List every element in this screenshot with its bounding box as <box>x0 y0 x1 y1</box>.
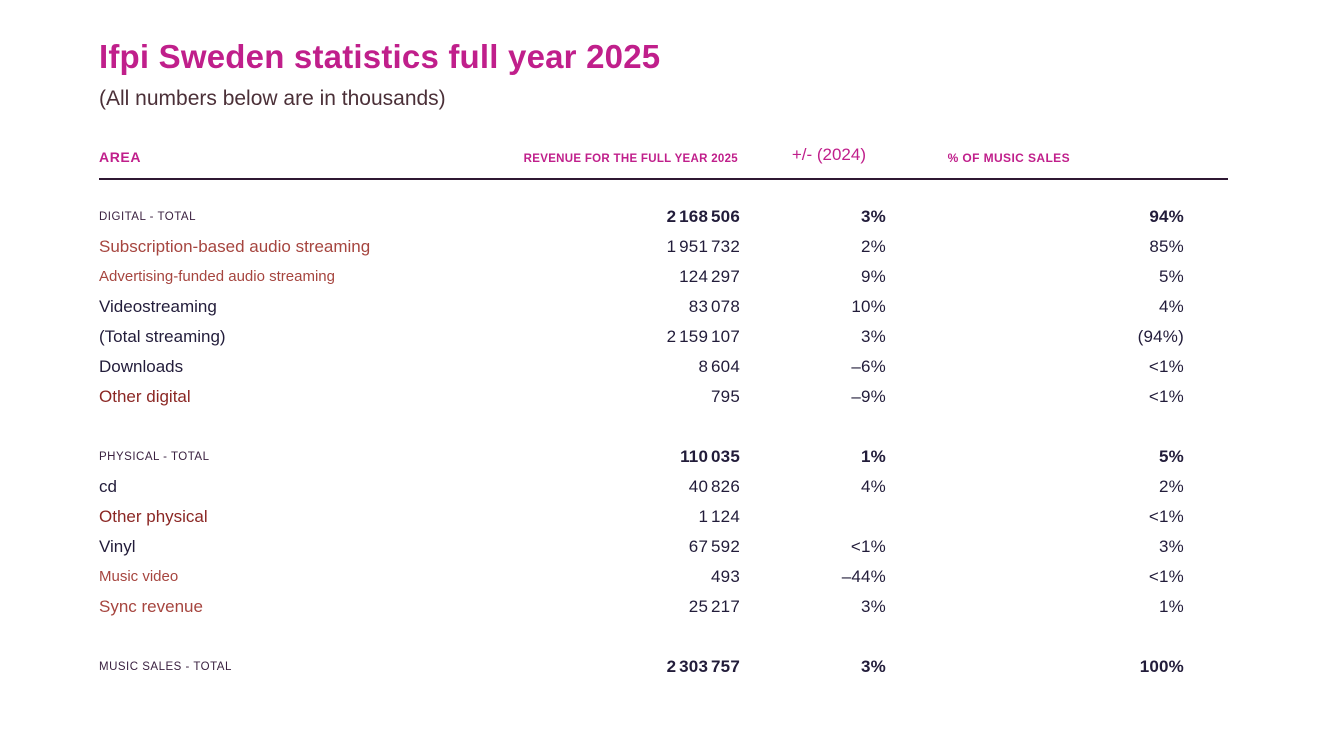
row-label: Sync revenue <box>99 596 203 616</box>
row-label: Advertising-funded audio streaming <box>99 268 335 286</box>
table-row: MUSIC SALES - TOTAL 2 303 757 3% 100% <box>99 652 1228 682</box>
row-share: 94% <box>1149 206 1184 226</box>
row-label: PHYSICAL - TOTAL <box>99 450 210 463</box>
row-revenue: 2 303 757 <box>666 656 740 676</box>
row-share: 2% <box>1159 476 1184 496</box>
page: Ifpi Sweden statistics full year 2025 (A… <box>99 38 1228 682</box>
row-revenue: 493 <box>711 566 740 586</box>
row-change: –6% <box>851 356 886 376</box>
row-revenue: 1 124 <box>698 506 740 526</box>
row-share: 85% <box>1149 236 1184 256</box>
row-share: 1% <box>1159 596 1184 616</box>
row-change: 2% <box>861 236 886 256</box>
row-label: cd <box>99 476 117 496</box>
row-label: Vinyl <box>99 536 136 556</box>
row-revenue: 83 078 <box>688 296 740 316</box>
row-revenue: 8 604 <box>698 356 740 376</box>
row-label: DIGITAL - TOTAL <box>99 210 196 223</box>
table-header-row: AREA REVENUE FOR THE FULL YEAR 2025 +/- … <box>99 145 1228 180</box>
row-share: <1% <box>1148 386 1184 406</box>
table-row: PHYSICAL - TOTAL 110 035 1% 5% <box>99 442 1228 472</box>
row-label: Downloads <box>99 356 184 376</box>
section-gap <box>99 622 1228 652</box>
row-change: 1% <box>861 446 886 466</box>
row-change: 4% <box>861 476 886 496</box>
row-change: 10% <box>851 296 886 316</box>
table-row: Downloads 8 604 –6% <1% <box>99 352 1228 382</box>
table-row: Other physical 1 124 <1% <box>99 502 1228 532</box>
row-change: 9% <box>861 266 886 286</box>
row-revenue: 25 217 <box>688 596 740 616</box>
row-label: (Total streaming) <box>99 326 226 346</box>
row-share: <1% <box>1148 506 1184 526</box>
row-change: –44% <box>841 566 886 586</box>
row-revenue: 67 592 <box>688 536 740 556</box>
table-row: Music video 493 –44% <1% <box>99 562 1228 592</box>
row-change: 3% <box>861 326 886 346</box>
statistics-table: AREA REVENUE FOR THE FULL YEAR 2025 +/- … <box>99 145 1228 682</box>
row-label: Subscription-based audio streaming <box>99 236 371 256</box>
row-revenue: 40 826 <box>688 476 740 496</box>
column-header-change: +/- (2024) <box>791 144 866 164</box>
table-row: Videostreaming 83 078 10% 4% <box>99 292 1228 322</box>
table-row: DIGITAL - TOTAL 2 168 506 3% 94% <box>99 202 1228 232</box>
row-label: Videostreaming <box>99 296 217 316</box>
row-change: <1% <box>850 536 886 556</box>
column-header-revenue: REVENUE FOR THE FULL YEAR 2025 <box>523 152 738 165</box>
row-revenue: 795 <box>711 386 740 406</box>
column-header-area: AREA <box>99 148 142 165</box>
row-share: 5% <box>1159 266 1184 286</box>
row-revenue: 124 297 <box>679 266 740 286</box>
row-share: (94%) <box>1137 326 1184 346</box>
table-row: Advertising-funded audio streaming 124 2… <box>99 262 1228 292</box>
table-row: Subscription-based audio streaming 1 951… <box>99 232 1228 262</box>
table-row: cd 40 826 4% 2% <box>99 472 1228 502</box>
row-change: 3% <box>861 656 886 676</box>
page-subtitle: (All numbers below are in thousands) <box>99 86 446 110</box>
page-title: Ifpi Sweden statistics full year 2025 <box>99 38 661 75</box>
row-label: Other physical <box>99 506 208 526</box>
row-share: <1% <box>1148 356 1184 376</box>
table-row: Vinyl 67 592 <1% 3% <box>99 532 1228 562</box>
row-revenue: 2 159 107 <box>666 326 740 346</box>
row-revenue: 2 168 506 <box>666 206 740 226</box>
row-share: 3% <box>1159 536 1184 556</box>
row-change: –9% <box>851 386 886 406</box>
row-share: 100% <box>1139 656 1184 676</box>
row-share: <1% <box>1148 566 1184 586</box>
table-row: Sync revenue 25 217 3% 1% <box>99 592 1228 622</box>
row-label: Music video <box>99 568 179 586</box>
row-change: 3% <box>861 596 886 616</box>
row-revenue: 1 951 732 <box>666 236 740 256</box>
table-body: DIGITAL - TOTAL 2 168 506 3% 94% Subscri… <box>99 202 1228 682</box>
table-row: (Total streaming) 2 159 107 3% (94%) <box>99 322 1228 352</box>
section-gap <box>99 412 1228 442</box>
row-share: 4% <box>1159 296 1184 316</box>
row-change: 3% <box>861 206 886 226</box>
row-label: Other digital <box>99 386 191 406</box>
table-row: Other digital 795 –9% <1% <box>99 382 1228 412</box>
column-header-share: % OF MUSIC SALES <box>947 150 1070 165</box>
row-share: 5% <box>1159 446 1184 466</box>
row-revenue: 110 035 <box>680 446 740 466</box>
row-label: MUSIC SALES - TOTAL <box>99 660 232 673</box>
